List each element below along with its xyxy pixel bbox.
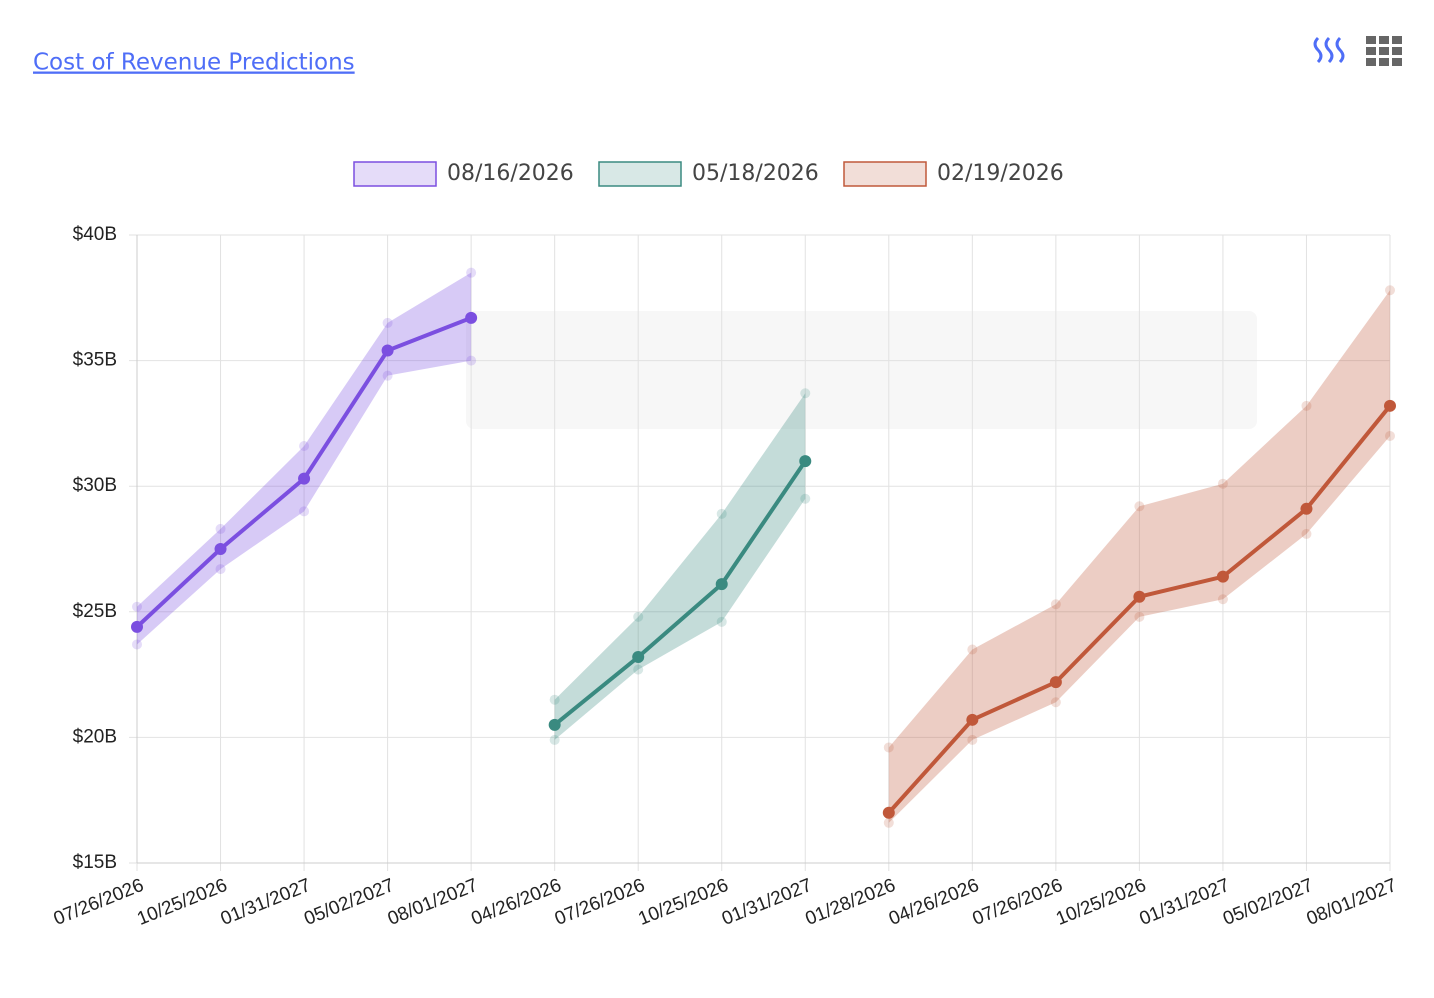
bound-point — [382, 370, 393, 381]
bound-point — [633, 611, 644, 622]
y-tick-label: $40B — [73, 224, 117, 245]
data-point — [131, 620, 143, 633]
bound-point — [1217, 594, 1228, 605]
bound-point — [215, 564, 226, 575]
bound-point — [633, 664, 644, 675]
icon-wave[interactable] — [1313, 36, 1345, 64]
x-tick-label: 08/01/2027 — [1304, 875, 1400, 930]
bound-point — [1050, 697, 1061, 708]
x-tick-label: 05/02/2027 — [301, 875, 397, 930]
icon-cell — [1392, 36, 1402, 44]
icon-cell — [1379, 58, 1389, 66]
series-line — [553, 459, 807, 727]
bound-point — [883, 742, 894, 753]
data-point — [1049, 676, 1062, 689]
bound-point — [967, 734, 978, 745]
data-point — [1384, 399, 1396, 412]
legend-swatch — [598, 161, 682, 187]
bound-point — [1301, 400, 1312, 411]
bound-point — [800, 493, 811, 504]
icon-cell — [1366, 58, 1376, 66]
bound-point — [466, 267, 477, 278]
data-point — [799, 455, 812, 468]
bound-point — [549, 694, 560, 705]
bound-point — [466, 355, 477, 366]
x-tick-label: 08/01/2027 — [385, 875, 481, 930]
x-tick-label: 04/26/2026 — [468, 875, 564, 930]
bound-point — [1050, 599, 1061, 610]
x-tick-label: 10/25/2026 — [1053, 875, 1149, 930]
x-tick-label: 07/26/2026 — [51, 875, 147, 930]
bound-point — [716, 508, 727, 519]
bound-point — [132, 601, 142, 612]
bound-point — [800, 388, 811, 399]
bound-point — [215, 523, 226, 534]
bound-point — [1217, 478, 1228, 489]
bound-point — [132, 639, 142, 650]
legend-label: 08/16/2026 — [447, 161, 574, 186]
y-tick-label: $35B — [73, 350, 117, 371]
data-point — [1300, 502, 1313, 515]
icon-cell — [1379, 36, 1389, 44]
x-tick-label: 04/26/2026 — [886, 875, 982, 930]
x-tick-label: 01/31/2027 — [218, 875, 314, 930]
bound-point — [1134, 611, 1145, 622]
bound-point — [549, 734, 560, 745]
bound-point — [1385, 430, 1395, 441]
icon-cell — [1366, 36, 1376, 44]
data-point — [715, 578, 728, 591]
bound-point — [1134, 501, 1145, 512]
x-tick-label: 01/31/2027 — [719, 875, 815, 930]
data-point — [381, 344, 394, 357]
icon-grid[interactable] — [1366, 36, 1402, 66]
confidence-band — [554, 393, 806, 740]
chart-title[interactable]: Cost of Revenue Predictions — [33, 50, 355, 76]
data-point — [214, 543, 227, 555]
bound-point — [967, 644, 978, 655]
data-point — [882, 806, 895, 819]
legend-label: 02/19/2026 — [937, 161, 1064, 186]
bound-point — [1301, 528, 1312, 539]
x-tick-label: 07/26/2026 — [970, 875, 1066, 930]
icon-cell — [1366, 47, 1376, 55]
confidence-band — [888, 290, 1390, 823]
legend-label: 05/18/2026 — [692, 161, 819, 186]
x-tick-label: 10/25/2026 — [134, 875, 230, 930]
bound-point — [1385, 285, 1395, 296]
data-point — [465, 311, 478, 324]
legend-swatch — [353, 161, 437, 187]
data-point — [632, 651, 645, 664]
bound-point — [883, 817, 894, 828]
icon-cell — [1379, 47, 1389, 55]
x-tick-label: 01/31/2027 — [1137, 875, 1233, 930]
data-point — [548, 718, 561, 731]
y-tick-label: $20B — [73, 726, 117, 747]
data-point — [966, 713, 979, 726]
bound-point — [299, 506, 310, 517]
x-tick-label: 01/28/2026 — [803, 875, 899, 930]
x-tick-label: 07/26/2026 — [552, 875, 648, 930]
legend-swatch — [843, 161, 927, 187]
data-point — [1133, 590, 1146, 603]
bound-point — [716, 616, 727, 627]
y-tick-label: $30B — [73, 475, 117, 496]
icon-cell — [1392, 47, 1402, 55]
y-tick-label: $25B — [73, 601, 117, 622]
tooltip-ghost — [466, 311, 1257, 429]
data-point — [298, 472, 311, 485]
bound-point — [299, 441, 310, 452]
y-tick-label: $15B — [73, 852, 117, 873]
bound-point — [382, 317, 393, 328]
icon-cell — [1392, 58, 1402, 66]
icon-stroke — [1324, 36, 1334, 64]
icon-stroke — [1335, 36, 1345, 64]
x-tick-label: 05/02/2027 — [1220, 875, 1316, 930]
x-tick-label: 10/25/2026 — [635, 875, 731, 930]
data-point — [1216, 570, 1229, 583]
icon-stroke — [1313, 36, 1323, 64]
